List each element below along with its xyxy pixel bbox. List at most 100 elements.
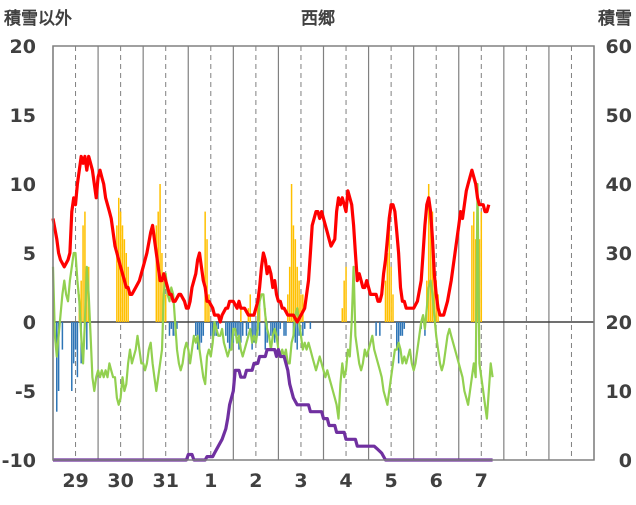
precipitation-bar [292,225,295,322]
precipitation-bar [341,308,344,322]
precipitation-bar [302,294,304,322]
right-tick-label: 20 [606,312,632,334]
right-tick-label: 50 [606,105,632,127]
precipitation-bar [343,280,345,322]
negative-bar [401,322,404,336]
precipitation-bar [298,280,300,322]
precipitation-bar [392,294,394,322]
negative-bar [86,322,88,350]
negative-bar [253,322,255,343]
negative-bar [375,322,377,336]
x-day-label: 2 [249,470,262,492]
left-axis-title: 積雪以外 [4,8,72,29]
precipitation-bar [80,280,82,322]
precipitation-bar [204,211,206,322]
right-tick-label: 0 [619,450,632,472]
precipitation-bar [427,184,430,322]
precipitation-bar [429,211,432,322]
precipitation-bar [388,211,390,322]
negative-bar [285,322,287,336]
negative-bar [403,322,406,329]
x-day-label: 3 [294,470,307,492]
left-tick-label: -10 [2,450,36,472]
left-tick-label: 10 [10,174,36,196]
plot-border [52,45,595,461]
green-series-line [51,182,494,420]
negative-bar [270,322,272,336]
negative-bar [57,322,60,391]
lines-layer [51,154,494,462]
precipitation-bar [480,211,483,322]
x-day-label: 31 [152,470,178,492]
negative-bar [272,322,274,336]
x-day-label: 5 [385,470,398,492]
precipitation-bar [161,253,163,322]
right-tick-label: 30 [606,243,632,265]
negative-bar [198,322,201,350]
negative-bar [309,322,312,329]
precipitation-bar [386,253,389,322]
negative-bar [245,322,248,336]
precipitation-bar [345,266,347,322]
precipitation-bar [82,225,84,322]
negative-bar [399,322,402,336]
negative-bar [170,322,173,329]
precipitation-bar [208,294,210,322]
snow-depth-line [53,348,493,462]
negative-bar [210,322,212,336]
precipitation-bar [296,266,298,322]
x-day-label: 7 [475,470,488,492]
negative-bar [76,322,79,378]
precipitation-bar [155,225,158,322]
negative-bar [200,322,203,343]
negative-bar [396,322,398,350]
left-tick-label: 20 [10,36,36,58]
precipitation-bar [206,239,208,322]
chart-title: 西郷 [301,8,335,29]
negative-bar [217,322,220,329]
precipitation-bar [288,266,291,322]
right-tick-label: 60 [606,36,632,58]
negative-bar [168,322,171,336]
left-tick-label: 15 [10,105,36,127]
negative-bar [72,322,75,364]
negative-bar [247,322,250,329]
negative-bar [202,322,205,336]
grid-layer [52,46,595,460]
x-day-label: 29 [62,470,88,492]
negative-bar [56,322,58,412]
precipitation-bar [159,184,161,322]
negative-bar [236,322,238,336]
precipitation-bar [433,266,436,322]
negative-bar [230,322,233,350]
red-series-line [51,154,491,324]
precipitation-bar [249,294,251,322]
precipitation-bar [127,266,129,322]
right-tick-label: 10 [606,381,632,403]
precipitation-bar [300,294,302,322]
negative-bar [228,322,231,350]
negative-bar [74,322,77,350]
left-tick-label: -5 [15,381,36,403]
negative-bar [225,322,227,336]
negative-bar [71,322,73,391]
negative-bar [294,322,297,343]
left-tick-label: 0 [23,312,36,334]
negative-bar [264,322,267,350]
negative-bar [176,322,178,329]
negative-bar [296,322,298,350]
x-day-label: 30 [107,470,133,492]
x-day-label: 4 [339,470,352,492]
right-tick-label: 40 [606,174,632,196]
precipitation-bar [384,280,387,322]
negative-bar [275,322,278,336]
precipitation-bar [287,294,289,322]
left-tick-label: 5 [23,243,36,265]
negative-bar [195,322,197,336]
negative-bar [258,322,261,336]
negative-bar [279,322,282,329]
negative-bar [302,322,304,336]
